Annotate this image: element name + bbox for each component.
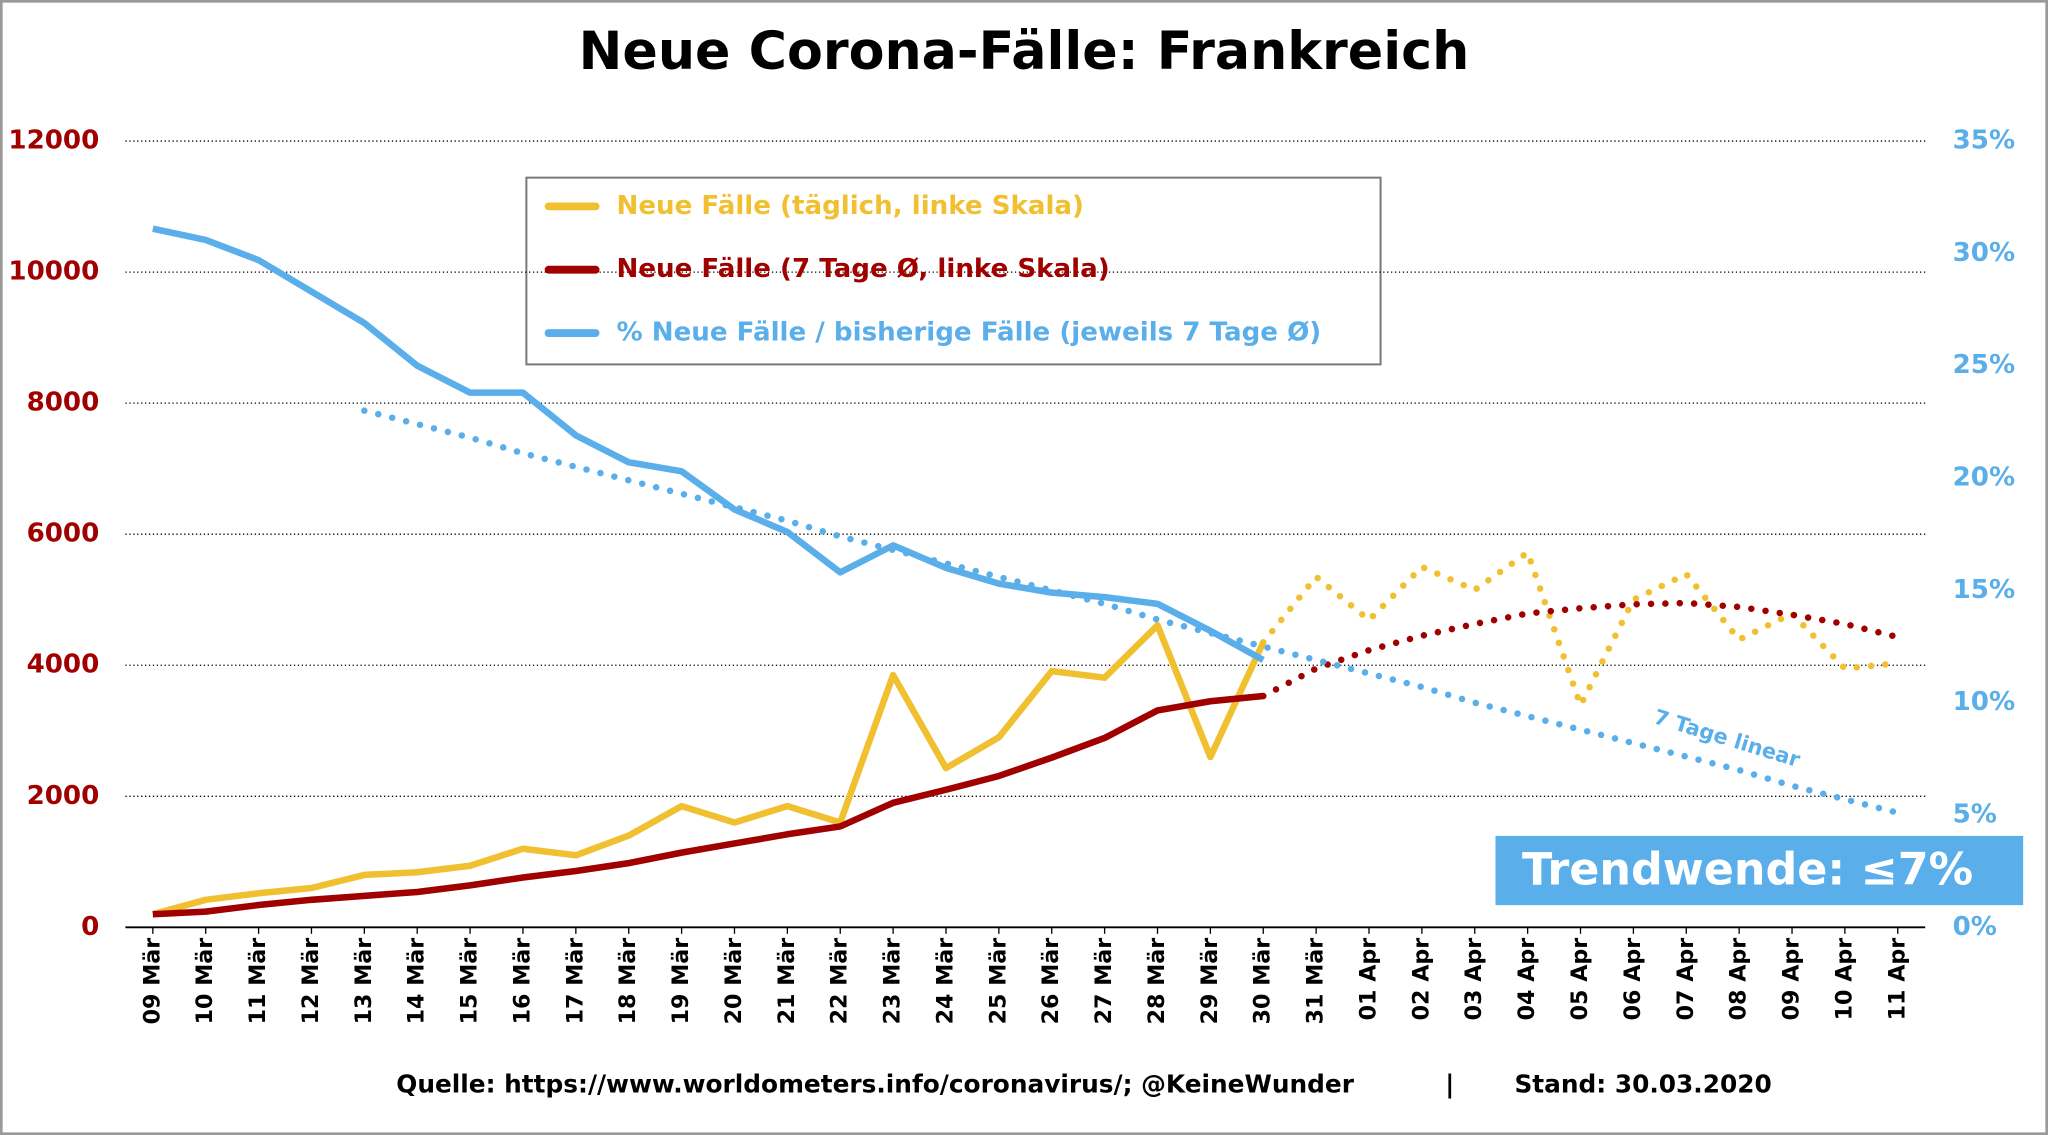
source: Quelle: https://www.worldometers.info/co… (396, 1069, 1354, 1098)
y-tick-label: 12000 (8, 126, 99, 156)
x-tick-label: 16 Mär (509, 938, 535, 1025)
x-tick-label: 22 Mär (827, 938, 853, 1025)
y-tick-label: 2000 (27, 781, 100, 811)
y2-tick-label: 35% (1953, 126, 2016, 156)
x-tick-label: 29 Mär (1197, 938, 1223, 1025)
y2-tick-label: 0% (1953, 912, 1997, 942)
annotation: Trendwende: ≤7% (1522, 844, 1973, 895)
y-tick-label: 8000 (27, 388, 100, 418)
x-tick-label: 31 Mär (1303, 938, 1329, 1025)
y2-tick-label: 15% (1953, 575, 2016, 605)
y2-tick-label: 20% (1953, 463, 2016, 493)
series-line (152, 692, 1264, 918)
x-tick-label: 28 Mär (1144, 938, 1170, 1025)
x-tick-label: 19 Mär (668, 938, 694, 1025)
legend-label: Neue Fälle (7 Tage Ø, linke Skala) (616, 254, 1109, 284)
date: Stand: 30.03.2020 (1514, 1069, 1771, 1098)
annotation-box (1495, 835, 2024, 906)
x-tick-label: 03 Apr (1461, 938, 1487, 1021)
x-tick-label: 02 Apr (1408, 938, 1434, 1021)
x-tick-label: 07 Apr (1673, 938, 1699, 1021)
x-tick-label: 15 Mär (457, 938, 483, 1025)
legend-label: % Neue Fälle / bisherige Fälle (jeweils … (616, 318, 1321, 348)
y2-tick-label: 25% (1953, 350, 2016, 380)
x-tick-label: 04 Apr (1514, 938, 1540, 1021)
legend-box (525, 176, 1382, 366)
x-tick-label: 09 Mär (139, 938, 165, 1025)
series-line (152, 225, 1265, 663)
x-tick-label: 24 Mär (932, 938, 958, 1025)
y-tick-label: 6000 (27, 519, 100, 549)
x-tick-label: 17 Mär (562, 938, 588, 1025)
separator: | (1445, 1069, 1454, 1098)
y-tick-label: 0 (81, 912, 99, 942)
x-tick-label: 10 Mär (192, 938, 218, 1025)
y2-tick-label: 5% (1953, 800, 1997, 830)
x-tick-label: 14 Mär (404, 938, 430, 1025)
x-tick-label: 23 Mär (880, 938, 906, 1025)
x-tick-label: 18 Mär (615, 938, 641, 1025)
x-tick-label: 30 Mär (1250, 938, 1276, 1025)
y-tick-label: 10000 (8, 257, 99, 287)
x-tick-label: 21 Mär (774, 938, 800, 1025)
x-tick-label: 11 Mär (245, 938, 271, 1025)
x-tick-label: 26 Mär (1038, 938, 1064, 1025)
x-tick-label: 11 Apr (1884, 938, 1910, 1021)
y-tick-label: 4000 (27, 650, 100, 680)
projection-line (1259, 599, 1902, 700)
x-tick-label: 08 Apr (1726, 938, 1752, 1021)
x-tick-label: 25 Mär (985, 938, 1011, 1025)
x-tick-label: 27 Mär (1091, 938, 1117, 1025)
x-tick-label: 09 Apr (1779, 938, 1805, 1021)
series-line (151, 622, 1267, 918)
chart-title: Neue Corona-Fälle: Frankreich (579, 22, 1470, 82)
x-tick-label: 12 Mär (298, 938, 324, 1025)
x-tick-label: 20 Mär (721, 938, 747, 1025)
x-tick-label: 01 Apr (1356, 938, 1382, 1021)
y2-tick-label: 30% (1953, 238, 2016, 268)
x-tick-label: 13 Mär (351, 938, 377, 1025)
projection-line (361, 407, 1902, 817)
x-tick-label: 05 Apr (1567, 938, 1593, 1021)
y2-tick-label: 10% (1953, 687, 2016, 717)
x-tick-label: 10 Apr (1831, 938, 1857, 1021)
x-tick-label: 06 Apr (1620, 938, 1646, 1021)
legend-label: Neue Fälle (täglich, linke Skala) (616, 191, 1084, 221)
